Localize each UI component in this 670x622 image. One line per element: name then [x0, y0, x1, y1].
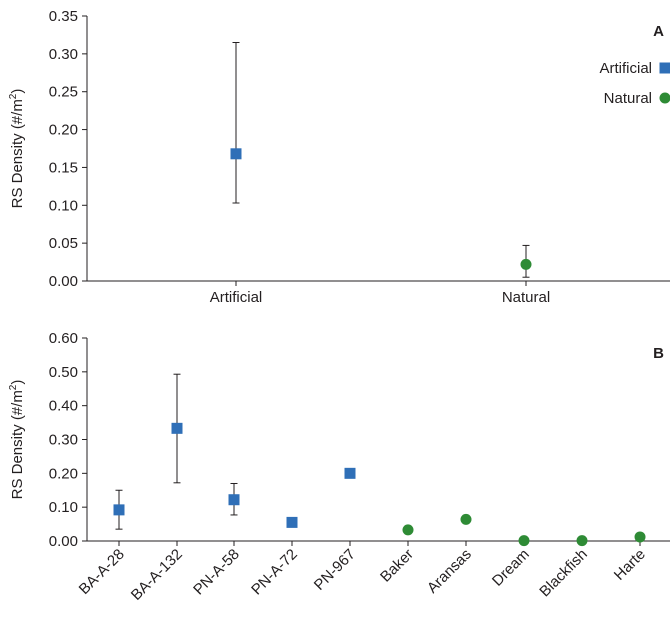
- legend-label: Artificial: [599, 60, 652, 77]
- legend-label: Natural: [604, 90, 652, 107]
- y-tick-label: 0.15: [49, 159, 78, 176]
- panel-b: 0.00 0.10 0.20 0.30 0.40 0.50 0.60 RS Density (…: [8, 330, 670, 604]
- x-category-label: Aransas: [424, 546, 475, 597]
- natural-point: [634, 531, 646, 543]
- panel-letter: A: [653, 23, 664, 40]
- y-tick-label: 0.00: [49, 273, 78, 290]
- y-tick-label: 0.50: [49, 364, 78, 381]
- artificial-point: [344, 467, 356, 479]
- y-tick-label: 0.25: [49, 84, 78, 101]
- x-category-label: Harte: [611, 546, 649, 584]
- x-category-label: Baker: [377, 546, 417, 586]
- y-tick-label: 0.20: [49, 465, 78, 482]
- natural-point: [576, 535, 588, 547]
- y-tick-label: 0.10: [49, 197, 78, 214]
- error-bar: [232, 42, 240, 204]
- x-category-label: Natural: [502, 289, 550, 306]
- x-category-label: PN-A-58: [190, 546, 243, 599]
- x-category-label: PN-A-72: [248, 546, 301, 599]
- natural-point: [518, 535, 530, 547]
- y-axis-title: RS Density (#/m2): [8, 380, 26, 500]
- x-category-label: Artificial: [210, 289, 263, 306]
- artificial-point: [113, 504, 125, 516]
- y-tick-label: 0.30: [49, 432, 78, 449]
- natural-point: [402, 524, 414, 536]
- y-tick-label: 0.30: [49, 46, 78, 63]
- natural-point: [520, 258, 532, 270]
- y-axis-title: RS Density (#/m2): [8, 89, 26, 209]
- artificial-point: [230, 148, 242, 160]
- y-tick-label: 0.10: [49, 499, 78, 516]
- x-category-label: PN-967: [311, 546, 359, 594]
- y-tick-label: 0.05: [49, 235, 78, 252]
- legend-square-marker: [659, 62, 670, 74]
- artificial-point: [228, 494, 240, 506]
- y-tick-label: 0.60: [49, 330, 78, 347]
- panel-a: 0.00 0.05 0.10 0.15 0.20 0.25 0.30 0.35 RS Densi…: [8, 8, 670, 306]
- legend-item: Natural: [604, 90, 670, 107]
- panel-letter: B: [653, 345, 664, 362]
- x-category-label: Blackfish: [536, 546, 590, 600]
- y-tick-label: 0.40: [49, 398, 78, 415]
- x-category-label: BA-A-132: [128, 546, 186, 604]
- x-category-label: BA-A-28: [76, 546, 128, 598]
- artificial-point: [286, 516, 298, 528]
- y-tick-label: 0.35: [49, 8, 78, 25]
- artificial-point: [171, 422, 183, 434]
- legend-circle-marker: [659, 92, 670, 104]
- legend-item: Artificial: [599, 60, 670, 77]
- y-tick-label: 0.20: [49, 122, 78, 139]
- x-category-label: Dream: [489, 546, 533, 590]
- y-tick-label: 0.00: [49, 533, 78, 550]
- natural-point: [460, 513, 472, 525]
